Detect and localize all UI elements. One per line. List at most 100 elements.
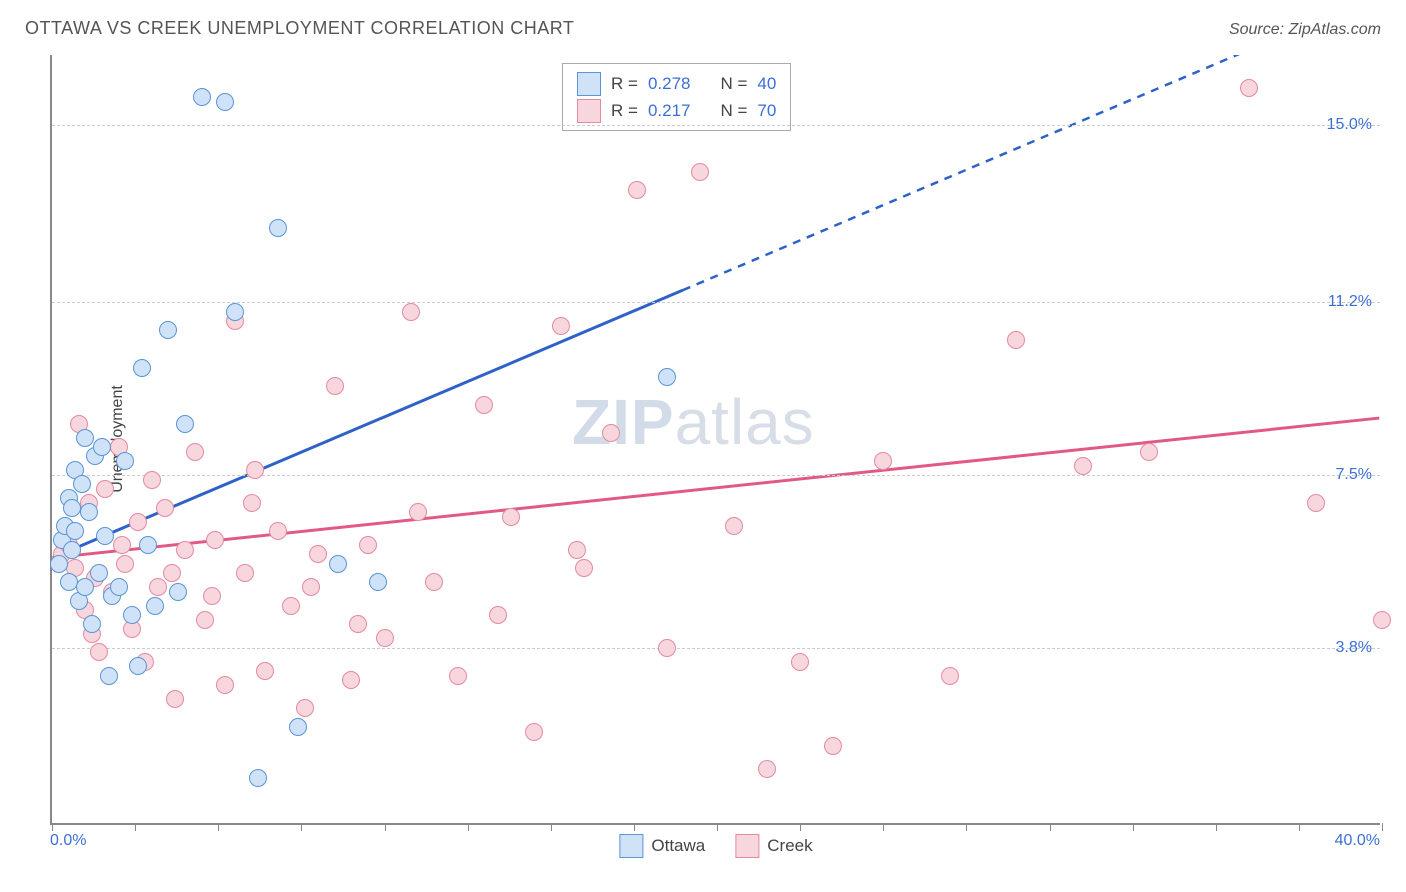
point-creek [1074, 457, 1092, 475]
point-creek [409, 503, 427, 521]
point-creek [149, 578, 167, 596]
point-ottawa [100, 667, 118, 685]
legend-label-creek: Creek [767, 836, 812, 856]
regression-lines [52, 55, 1380, 823]
source-name: ZipAtlas.com [1289, 21, 1381, 38]
point-creek [243, 494, 261, 512]
x-tick [1050, 823, 1051, 831]
point-ottawa [123, 606, 141, 624]
x-tick [551, 823, 552, 831]
point-creek [116, 555, 134, 573]
x-min-label: 0.0% [50, 832, 86, 850]
point-creek [568, 541, 586, 559]
point-creek [256, 662, 274, 680]
y-tick-label: 11.2% [1328, 293, 1372, 311]
point-creek [302, 578, 320, 596]
legend-swatch-creek [735, 834, 759, 858]
point-creek [113, 536, 131, 554]
point-ottawa [76, 578, 94, 596]
x-max-label: 40.0% [1335, 832, 1380, 850]
point-creek [206, 531, 224, 549]
point-creek [176, 541, 194, 559]
point-ottawa [176, 415, 194, 433]
point-ottawa [133, 359, 151, 377]
y-tick-label: 7.5% [1336, 466, 1372, 484]
stats-row-ottawa: R =0.278N =40 [577, 70, 776, 97]
x-tick [966, 823, 967, 831]
point-ottawa [159, 321, 177, 339]
point-creek [1007, 331, 1025, 349]
point-creek [489, 606, 507, 624]
point-ottawa [50, 555, 68, 573]
point-creek [96, 480, 114, 498]
point-creek [525, 723, 543, 741]
point-creek [691, 163, 709, 181]
stats-N-label: N = [720, 97, 747, 124]
stats-N-value-creek: 70 [757, 97, 776, 124]
point-ottawa [73, 475, 91, 493]
point-creek [874, 452, 892, 470]
point-ottawa [269, 219, 287, 237]
watermark-zip: ZIP [572, 386, 675, 458]
point-ottawa [93, 438, 111, 456]
watermark-atlas: atlas [675, 386, 815, 458]
stats-R-value-ottawa: 0.278 [648, 70, 691, 97]
point-creek [552, 317, 570, 335]
point-ottawa [658, 368, 676, 386]
legend-item-ottawa: Ottawa [619, 834, 705, 858]
point-ottawa [139, 536, 157, 554]
point-creek [1240, 79, 1258, 97]
point-creek [163, 564, 181, 582]
x-tick [301, 823, 302, 831]
point-creek [376, 629, 394, 647]
point-creek [282, 597, 300, 615]
point-creek [628, 181, 646, 199]
point-creek [449, 667, 467, 685]
point-creek [402, 303, 420, 321]
point-creek [941, 667, 959, 685]
x-tick [135, 823, 136, 831]
stats-box: R =0.278N =40R =0.217N =70 [562, 63, 791, 131]
point-ottawa [60, 573, 78, 591]
x-tick [385, 823, 386, 831]
x-tick [883, 823, 884, 831]
source-label: Source: ZipAtlas.com [1229, 21, 1381, 39]
point-creek [425, 573, 443, 591]
x-tick [717, 823, 718, 831]
point-creek [602, 424, 620, 442]
point-ottawa [90, 564, 108, 582]
stats-N-value-ottawa: 40 [757, 70, 776, 97]
grid-line [52, 648, 1380, 649]
point-creek [502, 508, 520, 526]
point-ottawa [193, 88, 211, 106]
x-tick [52, 823, 53, 831]
plot-area: Unemployment ZIPatlas R =0.278N =40R =0.… [50, 55, 1380, 825]
point-creek [658, 639, 676, 657]
point-ottawa [66, 522, 84, 540]
x-tick [1382, 823, 1383, 831]
point-creek [1373, 611, 1391, 629]
grid-line [52, 125, 1380, 126]
point-creek [1140, 443, 1158, 461]
legend-item-creek: Creek [735, 834, 812, 858]
point-creek [349, 615, 367, 633]
point-ottawa [249, 769, 267, 787]
x-tick [468, 823, 469, 831]
point-ottawa [146, 597, 164, 615]
header: OTTAWA VS CREEK UNEMPLOYMENT CORRELATION… [25, 18, 1381, 39]
point-creek [269, 522, 287, 540]
point-creek [203, 587, 221, 605]
stats-R-value-creek: 0.217 [648, 97, 691, 124]
point-creek [475, 396, 493, 414]
point-creek [791, 653, 809, 671]
x-tick [1216, 823, 1217, 831]
point-creek [359, 536, 377, 554]
point-ottawa [110, 578, 128, 596]
source-prefix: Source: [1229, 21, 1289, 38]
point-creek [143, 471, 161, 489]
point-ottawa [96, 527, 114, 545]
point-creek [575, 559, 593, 577]
stats-row-creek: R =0.217N =70 [577, 97, 776, 124]
bottom-legend: Ottawa Creek [619, 834, 812, 858]
x-tick [218, 823, 219, 831]
